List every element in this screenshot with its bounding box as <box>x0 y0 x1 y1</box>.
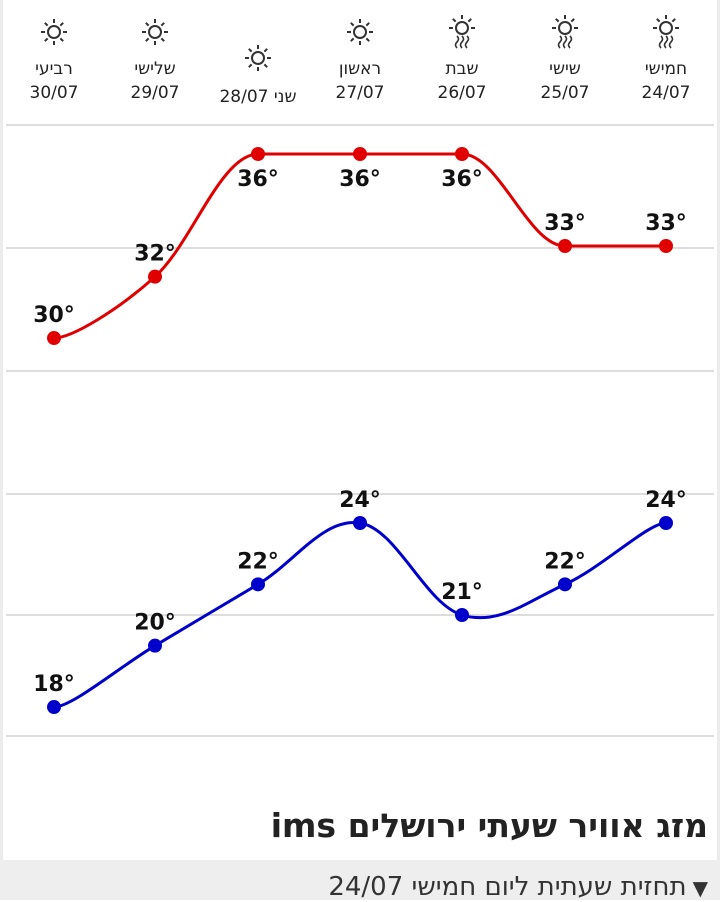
max-point <box>659 239 673 254</box>
min-value-label: 22° <box>237 549 279 574</box>
min-point <box>353 516 367 530</box>
grid <box>6 124 714 737</box>
max-value-label: 36° <box>237 167 279 192</box>
day-label: שלישי <box>134 59 175 79</box>
max-point <box>251 147 265 161</box>
series-lines: 33° 33° 36° 36° 36° 32° 30° 24° 22° 21° 24° 22° 20° 1… <box>33 147 687 715</box>
day-label: שישי <box>549 59 581 79</box>
day-label: חמישי <box>645 59 687 79</box>
max-value-label: 33° <box>645 211 687 236</box>
triangle-down-icon: ▼ <box>692 876 708 900</box>
day-label: שבת <box>445 59 478 79</box>
min-point <box>251 577 265 592</box>
max-value-label: 36° <box>441 167 483 192</box>
date-label: 30/07 <box>30 83 79 103</box>
hourly-forecast-text: תחזית שעתית ליום חמישי 24/07 <box>328 872 687 902</box>
day-label: שני 28/07 <box>219 87 296 107</box>
forecast-chart: חמישי 24/07 שישי 25/07 שבת 26/07 ראשון 27/07 שני… <box>6 15 714 737</box>
max-value-label: 36° <box>339 167 381 192</box>
sun-icon <box>347 19 373 45</box>
sun-icon <box>41 19 67 45</box>
page-heading: מזג אוויר שעתי ירושלים ims <box>270 806 708 845</box>
date-label: 25/07 <box>541 83 590 103</box>
min-value-label: 24° <box>645 488 687 513</box>
sun-icon <box>142 19 168 45</box>
min-point <box>558 577 572 592</box>
day-label: ראשון <box>339 59 381 79</box>
sun-haze-icon <box>552 15 578 49</box>
date-label: 27/07 <box>336 83 385 103</box>
min-point <box>659 516 673 530</box>
max-value-label: 30° <box>33 303 75 328</box>
sun-haze-icon <box>653 15 679 49</box>
date-label: 26/07 <box>438 83 487 103</box>
min-point <box>455 608 469 623</box>
max-point <box>47 331 61 346</box>
sun-icon <box>245 45 271 71</box>
max-point <box>148 269 162 284</box>
min-value-label: 18° <box>33 672 75 697</box>
day-columns: חמישי 24/07 שישי 25/07 שבת 26/07 ראשון 27/07 שני… <box>30 15 691 107</box>
left-edge <box>0 0 3 860</box>
min-point <box>148 638 162 653</box>
min-value-label: 22° <box>544 549 586 574</box>
right-edge <box>717 0 720 860</box>
min-point <box>47 700 61 715</box>
min-value-label: 20° <box>134 611 176 636</box>
max-point <box>353 147 367 161</box>
max-value-label: 33° <box>544 211 586 236</box>
sun-haze-icon <box>449 15 475 49</box>
date-label: 29/07 <box>131 83 180 103</box>
hourly-forecast-label[interactable]: ▼תחזית שעתית ליום חמישי 24/07 <box>328 872 708 902</box>
min-value-label: 24° <box>339 488 381 513</box>
min-value-label: 21° <box>441 580 483 605</box>
max-point <box>455 147 469 161</box>
day-label: רביעי <box>35 59 73 79</box>
hourly-forecast-toggle[interactable] <box>0 860 720 900</box>
date-label: 24/07 <box>642 83 691 103</box>
max-value-label: 32° <box>134 242 176 267</box>
max-point <box>558 239 572 254</box>
